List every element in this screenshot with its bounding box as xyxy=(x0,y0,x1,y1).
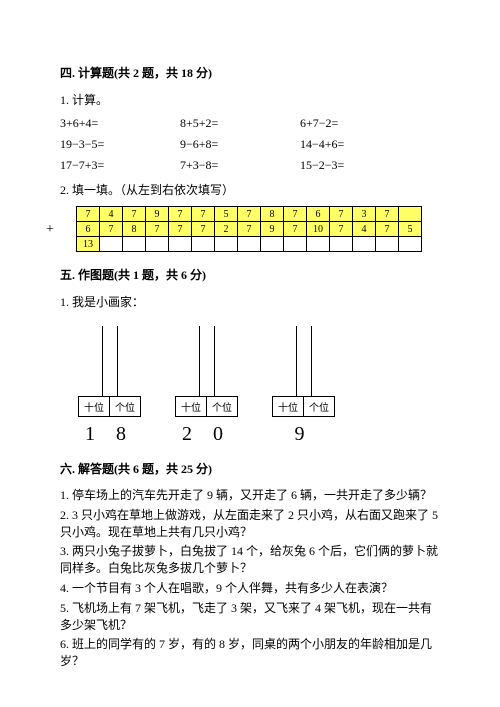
table-cell: 5 xyxy=(399,222,422,237)
table-cell: 6 xyxy=(307,207,330,222)
calc-cell: 17−7+3= xyxy=(60,158,180,173)
plus-sign: + xyxy=(46,222,54,238)
abacus-number: 9 xyxy=(295,423,313,446)
table-cell: 8 xyxy=(123,222,146,237)
table-cell: 13 xyxy=(77,237,100,252)
table-cell: 7 xyxy=(330,207,353,222)
table-cell: 5 xyxy=(215,207,238,222)
abacus-box: 十位个位 1 8 xyxy=(78,326,141,446)
table-cell xyxy=(215,237,238,252)
table-cell: 8 xyxy=(261,207,284,222)
table-cell xyxy=(307,237,330,252)
table-cell: 7 xyxy=(330,222,353,237)
table-cell xyxy=(284,237,307,252)
table-cell: 7 xyxy=(123,207,146,222)
ones-label: 个位 xyxy=(207,397,237,416)
table-cell: 7 xyxy=(169,222,192,237)
table-cell xyxy=(146,237,169,252)
table-cell xyxy=(100,237,123,252)
calc-cell: 9−6+8= xyxy=(180,137,300,152)
ones-label: 个位 xyxy=(110,397,140,416)
calc-cell: 7+3−8= xyxy=(180,158,300,173)
table-cell: 7 xyxy=(238,222,261,237)
q4-1: 1. 计算。 xyxy=(60,91,440,108)
table-cell xyxy=(330,237,353,252)
table-cell: 7 xyxy=(192,222,215,237)
qa-item: 2. 3 只小鸡在草地上做游戏，从左面走来了 2 只小鸡，从右面又跑来了 5 只… xyxy=(60,507,440,541)
qa-item: 4. 一个节目有 3 个人在唱歌，9 个人伴舞，共有多少人在表演？ xyxy=(60,580,440,597)
ones-label: 个位 xyxy=(304,397,334,416)
table-cell: 7 xyxy=(284,222,307,237)
table-cell: 7 xyxy=(376,222,399,237)
table-cell: 7 xyxy=(77,207,100,222)
calc-cell: 3+6+4= xyxy=(60,116,180,131)
table-cell: 4 xyxy=(100,207,123,222)
qa-item: 3. 两只小兔子拔萝卜，白兔拔了 14 个，给灰兔 6 个后，它们俩的萝卜就同样… xyxy=(60,543,440,577)
table-cell: 9 xyxy=(261,222,284,237)
q4-2: 2. 填一填。（从左到右依次填写） xyxy=(60,181,440,198)
section6-title: 六. 解答题(共 6 题，共 25 分) xyxy=(60,460,440,477)
table-cell: 7 xyxy=(192,207,215,222)
table-cell xyxy=(399,237,422,252)
section5-title: 五. 作图题(共 1 题，共 6 分) xyxy=(60,266,440,283)
table-cell xyxy=(399,207,422,222)
abacus-row: 十位个位 1 8 十位个位 2 0 十位个位 9 xyxy=(78,326,440,446)
table-cell: 7 xyxy=(238,207,261,222)
tens-label: 十位 xyxy=(273,397,304,416)
calc-cell: 19−3−5= xyxy=(60,137,180,152)
table-cell xyxy=(261,237,284,252)
abacus-number: 1 8 xyxy=(85,423,134,446)
q5-1: 1. 我是小画家： xyxy=(60,293,440,310)
table-cell: 3 xyxy=(353,207,376,222)
table-cell xyxy=(192,237,215,252)
abacus-number: 2 0 xyxy=(182,423,231,446)
addition-table: 74797757876737 6787772797107475 13 xyxy=(76,206,422,252)
tens-label: 十位 xyxy=(79,397,110,416)
qa-item: 1. 停车场上的汽车先开走了 9 辆，又开走了 6 辆，一共开走了多少辆？ xyxy=(60,487,440,504)
table-cell: 7 xyxy=(169,207,192,222)
qa-item: 5. 飞机场上有 7 架飞机，飞走了 3 架，又飞来了 4 架飞机，现在一共有多… xyxy=(60,600,440,634)
table-cell: 7 xyxy=(376,207,399,222)
table-cell: 9 xyxy=(146,207,169,222)
table-cell xyxy=(123,237,146,252)
calc-cell: 6+7−2= xyxy=(300,116,420,131)
table-cell xyxy=(376,237,399,252)
table-cell: 7 xyxy=(284,207,307,222)
tens-label: 十位 xyxy=(176,397,207,416)
calc-cell: 15−2−3= xyxy=(300,158,420,173)
table-cell: 7 xyxy=(100,222,123,237)
qa-list: 1. 停车场上的汽车先开走了 9 辆，又开走了 6 辆，一共开走了多少辆？ 2. … xyxy=(60,487,440,670)
section4-title: 四. 计算题(共 2 题，共 18 分) xyxy=(60,64,440,81)
table-cell: 10 xyxy=(307,222,330,237)
table-cell: 7 xyxy=(146,222,169,237)
table-cell: 6 xyxy=(77,222,100,237)
abacus-box: 十位个位 9 xyxy=(272,326,335,446)
calc-grid: 3+6+4=8+5+2=6+7−2= 19−3−5=9−6+8=14−4+6= 17… xyxy=(60,116,440,173)
table-cell: 2 xyxy=(215,222,238,237)
calc-cell: 14−4+6= xyxy=(300,137,420,152)
table-cell xyxy=(169,237,192,252)
qa-item: 6. 班上的同学有的 7 岁，有的 8 岁，同桌的两个小朋友的年龄相加是几岁？ xyxy=(60,636,440,670)
abacus-box: 十位个位 2 0 xyxy=(175,326,238,446)
table-cell xyxy=(353,237,376,252)
table-cell: 4 xyxy=(353,222,376,237)
table-cell xyxy=(238,237,261,252)
calc-cell: 8+5+2= xyxy=(180,116,300,131)
